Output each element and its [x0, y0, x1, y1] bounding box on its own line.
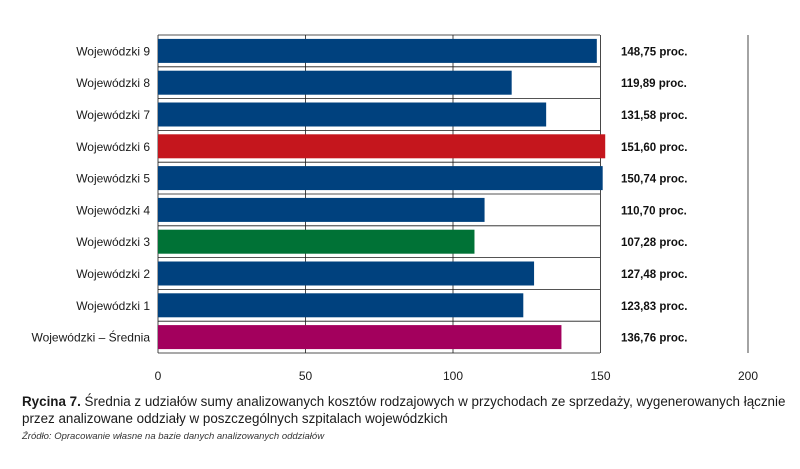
- caption-label: Rycina 7.: [22, 394, 81, 409]
- grid-layer: [157, 34, 749, 354]
- source-note: Źródło: Opracowanie własne na bazie dany…: [22, 431, 325, 442]
- x-tick-label: 150: [590, 369, 610, 383]
- bar: [158, 261, 535, 286]
- category-label: Wojewódzki 9: [76, 44, 150, 58]
- value-label: 107,28 proc.: [621, 237, 687, 249]
- x-tick-label: 50: [299, 369, 313, 383]
- category-label: Wojewódzki 6: [76, 140, 150, 154]
- value-label: 123,83 proc.: [621, 301, 687, 313]
- value-label: 127,48 proc.: [621, 269, 687, 281]
- category-label: Wojewódzki 7: [76, 108, 150, 122]
- label-layer: 0 50 100 150 200 Wojewódzki 9 148,75 proc. Woje…: [31, 44, 758, 383]
- category-label: Wojewódzki – Średnia: [31, 330, 150, 345]
- x-tick-label: 100: [443, 369, 463, 383]
- category-label: Wojewódzki 2: [76, 267, 150, 281]
- category-label: Wojewódzki 1: [76, 299, 150, 313]
- bar: [158, 166, 603, 191]
- x-tick-label: 200: [738, 369, 758, 383]
- category-label: Wojewódzki 8: [76, 76, 150, 90]
- bar: [158, 134, 606, 159]
- value-label: 151,60 proc.: [621, 142, 687, 154]
- value-label: 148,75 proc.: [621, 46, 687, 58]
- caption-text: Średnia z udziałów sumy analizowanych ko…: [22, 394, 786, 426]
- category-label: Wojewódzki 5: [76, 172, 150, 186]
- value-label: 131,58 proc.: [621, 110, 687, 122]
- bar: [158, 325, 562, 350]
- category-label: Wojewódzki 3: [76, 235, 150, 249]
- figure-caption: Rycina 7. Średnia z udziałów sumy analiz…: [22, 393, 792, 427]
- bar: [158, 197, 485, 222]
- bar-chart: 0 50 100 150 200 Wojewódzki 9 148,75 proc. Woje…: [31, 34, 758, 383]
- bar: [158, 102, 547, 127]
- x-tick-label: 0: [155, 369, 162, 383]
- value-label: 136,76 proc.: [621, 333, 687, 345]
- value-label: 110,70 proc.: [621, 205, 687, 217]
- value-label: 150,74 proc.: [621, 174, 687, 186]
- bar: [158, 229, 475, 254]
- value-label: 119,89 proc.: [621, 78, 687, 90]
- bar: [158, 293, 524, 318]
- bar-layer: [158, 38, 606, 350]
- bar: [158, 38, 597, 63]
- category-label: Wojewódzki 4: [76, 203, 150, 217]
- bar: [158, 70, 512, 95]
